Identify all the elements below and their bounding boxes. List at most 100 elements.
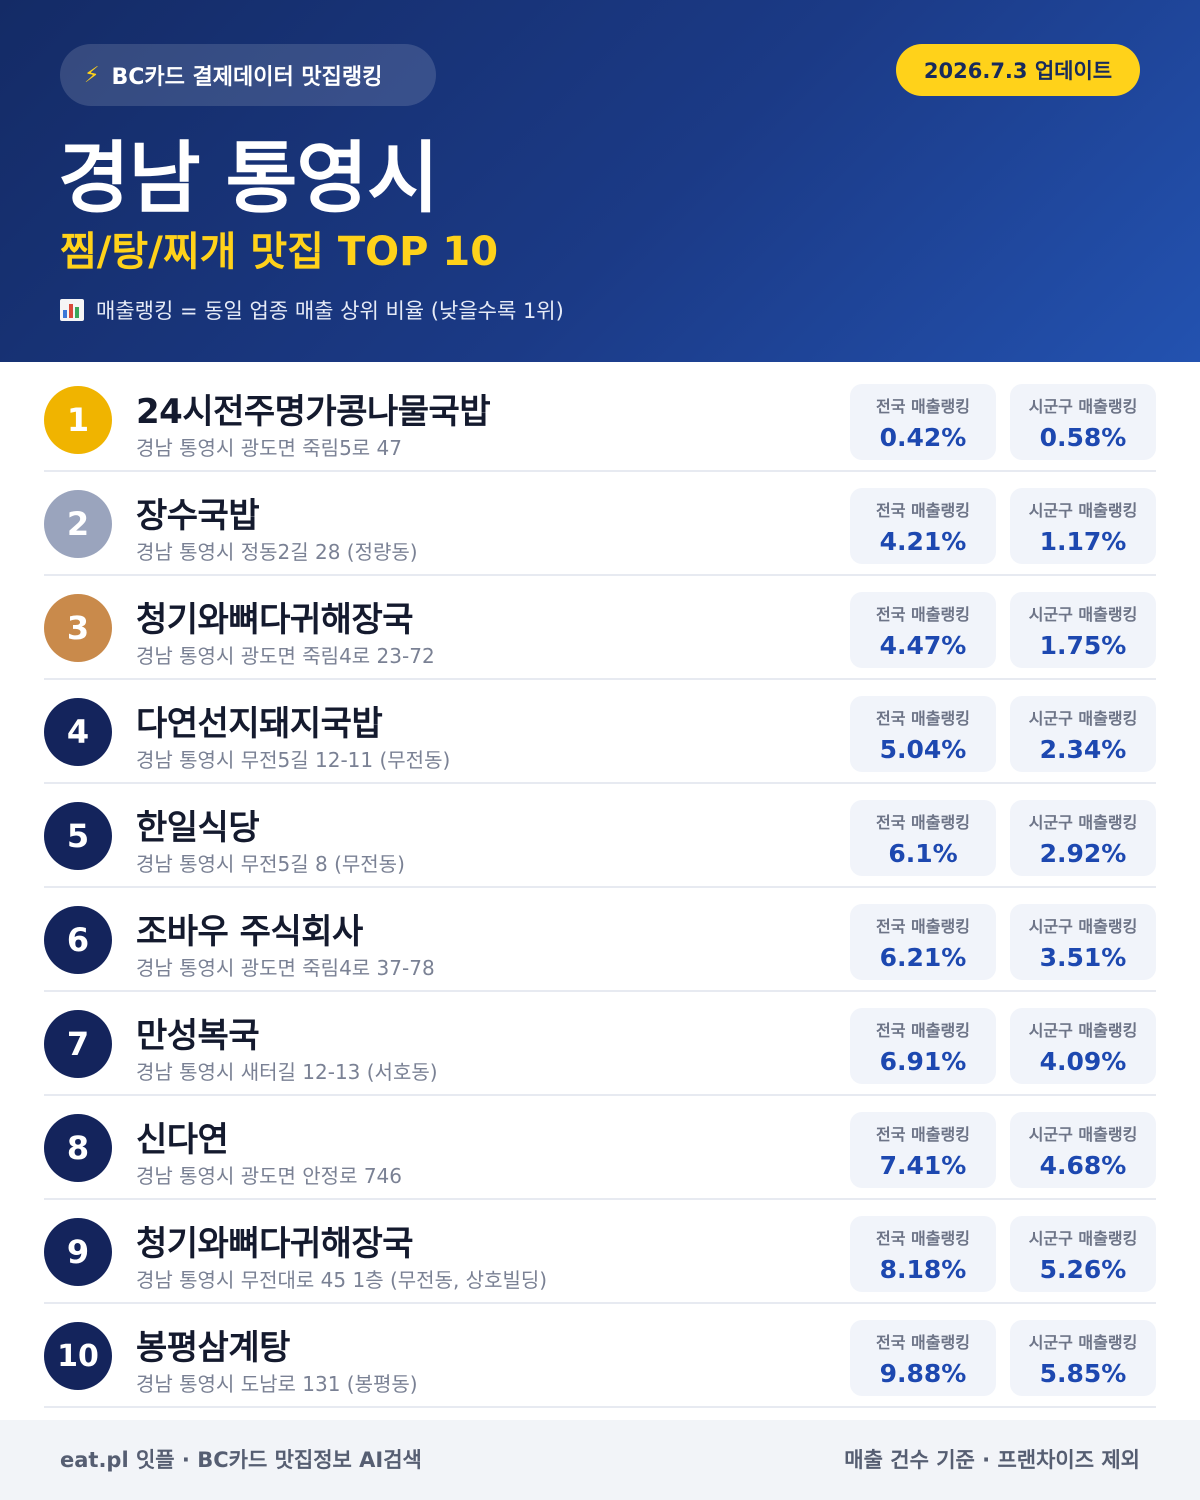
local-ranking-card: 시군구 매출랭킹 2.92% (1010, 800, 1156, 876)
ranking-legend: 매출랭킹 = 동일 업종 매출 상위 비율 (낮을수록 1위) (60, 295, 564, 325)
restaurant-name: 청기와뼈다귀해장국 (136, 600, 414, 640)
national-ranking-value: 4.47% (879, 631, 967, 660)
restaurant-name: 봉평삼계탕 (136, 1328, 290, 1368)
restaurant-name: 신다연 (136, 1120, 229, 1160)
national-ranking-value: 4.21% (879, 527, 967, 556)
local-ranking-label: 시군구 매출랭킹 (1028, 1125, 1138, 1144)
rank-badge: 2 (44, 490, 112, 558)
national-ranking-label: 전국 매출랭킹 (876, 1125, 970, 1144)
local-ranking-value: 2.34% (1039, 735, 1127, 764)
local-ranking-value: 0.58% (1039, 423, 1127, 452)
list-item[interactable]: 2 장수국밥 경남 통영시 정동2길 28 (정량동) 전국 매출랭킹 4.21… (44, 472, 1156, 576)
list-item[interactable]: 4 다연선지돼지국밥 경남 통영시 무전5길 12-11 (무전동) 전국 매출… (44, 680, 1156, 784)
local-ranking-value: 3.51% (1039, 943, 1127, 972)
local-ranking-card: 시군구 매출랭킹 0.58% (1010, 384, 1156, 460)
national-ranking-value: 0.42% (879, 423, 967, 452)
restaurant-name: 만성복국 (136, 1016, 260, 1056)
local-ranking-label: 시군구 매출랭킹 (1028, 1333, 1138, 1352)
national-ranking-label: 전국 매출랭킹 (876, 709, 970, 728)
list-item[interactable]: 10 봉평삼계탕 경남 통영시 도남로 131 (봉평동) 전국 매출랭킹 9.… (44, 1304, 1156, 1408)
rank-badge: 4 (44, 698, 112, 766)
local-ranking-card: 시군구 매출랭킹 4.68% (1010, 1112, 1156, 1188)
restaurant-address: 경남 통영시 도남로 131 (봉평동) (136, 1372, 418, 1396)
local-ranking-value: 4.68% (1039, 1151, 1127, 1180)
national-ranking-label: 전국 매출랭킹 (876, 605, 970, 624)
local-ranking-label: 시군구 매출랭킹 (1028, 1229, 1138, 1248)
local-ranking-card: 시군구 매출랭킹 3.51% (1010, 904, 1156, 980)
national-ranking-label: 전국 매출랭킹 (876, 397, 970, 416)
local-ranking-label: 시군구 매출랭킹 (1028, 501, 1138, 520)
list-item[interactable]: 9 청기와뼈다귀해장국 경남 통영시 무전대로 45 1층 (무전동, 상호빌딩… (44, 1200, 1156, 1304)
restaurant-name: 한일식당 (136, 808, 260, 848)
national-ranking-value: 9.88% (879, 1359, 967, 1388)
restaurant-address: 경남 통영시 무전5길 12-11 (무전동) (136, 748, 451, 772)
rank-badge: 10 (44, 1322, 112, 1390)
national-ranking-label: 전국 매출랭킹 (876, 1021, 970, 1040)
local-ranking-label: 시군구 매출랭킹 (1028, 605, 1138, 624)
restaurant-address: 경남 통영시 광도면 안정로 746 (136, 1164, 403, 1188)
restaurant-address: 경남 통영시 정동2길 28 (정량동) (136, 540, 418, 564)
national-ranking-label: 전국 매출랭킹 (876, 1333, 970, 1352)
national-ranking-card: 전국 매출랭킹 9.88% (850, 1320, 996, 1396)
restaurant-address: 경남 통영시 광도면 죽림4로 37-78 (136, 956, 435, 980)
national-ranking-label: 전국 매출랭킹 (876, 917, 970, 936)
list-item[interactable]: 7 만성복국 경남 통영시 새터길 12-13 (서호동) 전국 매출랭킹 6.… (44, 992, 1156, 1096)
local-ranking-card: 시군구 매출랭킹 1.17% (1010, 488, 1156, 564)
national-ranking-value: 6.21% (879, 943, 967, 972)
national-ranking-card: 전국 매출랭킹 6.91% (850, 1008, 996, 1084)
local-ranking-label: 시군구 매출랭킹 (1028, 917, 1138, 936)
national-ranking-label: 전국 매출랭킹 (876, 1229, 970, 1248)
national-ranking-value: 6.1% (888, 839, 958, 868)
national-ranking-card: 전국 매출랭킹 8.18% (850, 1216, 996, 1292)
national-ranking-card: 전국 매출랭킹 4.21% (850, 488, 996, 564)
local-ranking-card: 시군구 매출랭킹 4.09% (1010, 1008, 1156, 1084)
rank-badge: 3 (44, 594, 112, 662)
local-ranking-label: 시군구 매출랭킹 (1028, 1021, 1138, 1040)
legend-text: 매출랭킹 = 동일 업종 매출 상위 비율 (낮을수록 1위) (96, 299, 564, 323)
local-ranking-label: 시군구 매출랭킹 (1028, 397, 1138, 416)
national-ranking-card: 전국 매출랭킹 4.47% (850, 592, 996, 668)
local-ranking-label: 시군구 매출랭킹 (1028, 709, 1138, 728)
list-item[interactable]: 6 조바우 주식회사 경남 통영시 광도면 죽림4로 37-78 전국 매출랭킹… (44, 888, 1156, 992)
local-ranking-card: 시군구 매출랭킹 5.85% (1010, 1320, 1156, 1396)
national-ranking-label: 전국 매출랭킹 (876, 501, 970, 520)
local-ranking-card: 시군구 매출랭킹 2.34% (1010, 696, 1156, 772)
rank-badge: 9 (44, 1218, 112, 1286)
national-ranking-value: 8.18% (879, 1255, 967, 1284)
restaurant-address: 경남 통영시 무전5길 8 (무전동) (136, 852, 405, 876)
local-ranking-value: 5.85% (1039, 1359, 1127, 1388)
local-ranking-value: 4.09% (1039, 1047, 1127, 1076)
list-item[interactable]: 5 한일식당 경남 통영시 무전5길 8 (무전동) 전국 매출랭킹 6.1% … (44, 784, 1156, 888)
local-ranking-card: 시군구 매출랭킹 1.75% (1010, 592, 1156, 668)
source-label: BC카드 결제데이터 맛집랭킹 (111, 65, 383, 90)
restaurant-name: 다연선지돼지국밥 (136, 704, 383, 744)
national-ranking-value: 7.41% (879, 1151, 967, 1180)
category-subtitle: 찜/탕/찌개 맛집 TOP 10 (60, 229, 499, 275)
national-ranking-card: 전국 매출랭킹 6.1% (850, 800, 996, 876)
page-title: 경남 통영시 (58, 134, 439, 224)
header-banner: ⚡ BC카드 결제데이터 맛집랭킹 2026.7.3 업데이트 경남 통영시 찜… (0, 0, 1200, 362)
bar-chart-icon (60, 299, 84, 321)
footer-note: 매출 건수 기준 · 프랜차이즈 제외 (844, 1448, 1140, 1472)
rank-badge: 6 (44, 906, 112, 974)
rank-badge: 5 (44, 802, 112, 870)
list-item[interactable]: 1 24시전주명가콩나물국밥 경남 통영시 광도면 죽림5로 47 전국 매출랭… (44, 368, 1156, 472)
footer-source: eat.pl 잇플 · BC카드 맛집정보 AI검색 (60, 1448, 422, 1472)
list-item[interactable]: 8 신다연 경남 통영시 광도면 안정로 746 전국 매출랭킹 7.41% 시… (44, 1096, 1156, 1200)
rank-badge: 7 (44, 1010, 112, 1078)
national-ranking-label: 전국 매출랭킹 (876, 813, 970, 832)
national-ranking-card: 전국 매출랭킹 5.04% (850, 696, 996, 772)
list-item[interactable]: 3 청기와뼈다귀해장국 경남 통영시 광도면 죽림4로 23-72 전국 매출랭… (44, 576, 1156, 680)
local-ranking-label: 시군구 매출랭킹 (1028, 813, 1138, 832)
lightning-icon: ⚡ (84, 62, 100, 88)
local-ranking-card: 시군구 매출랭킹 5.26% (1010, 1216, 1156, 1292)
restaurant-address: 경남 통영시 광도면 죽림5로 47 (136, 436, 403, 460)
restaurant-address: 경남 통영시 새터길 12-13 (서호동) (136, 1060, 438, 1084)
rank-badge: 1 (44, 386, 112, 454)
national-ranking-card: 전국 매출랭킹 0.42% (850, 384, 996, 460)
restaurant-address: 경남 통영시 무전대로 45 1층 (무전동, 상호빌딩) (136, 1268, 548, 1292)
ranking-list: 1 24시전주명가콩나물국밥 경남 통영시 광도면 죽림5로 47 전국 매출랭… (44, 368, 1156, 1408)
national-ranking-value: 5.04% (879, 735, 967, 764)
footer: eat.pl 잇플 · BC카드 맛집정보 AI검색 매출 건수 기준 · 프랜… (0, 1420, 1200, 1500)
restaurant-name: 청기와뼈다귀해장국 (136, 1224, 414, 1264)
